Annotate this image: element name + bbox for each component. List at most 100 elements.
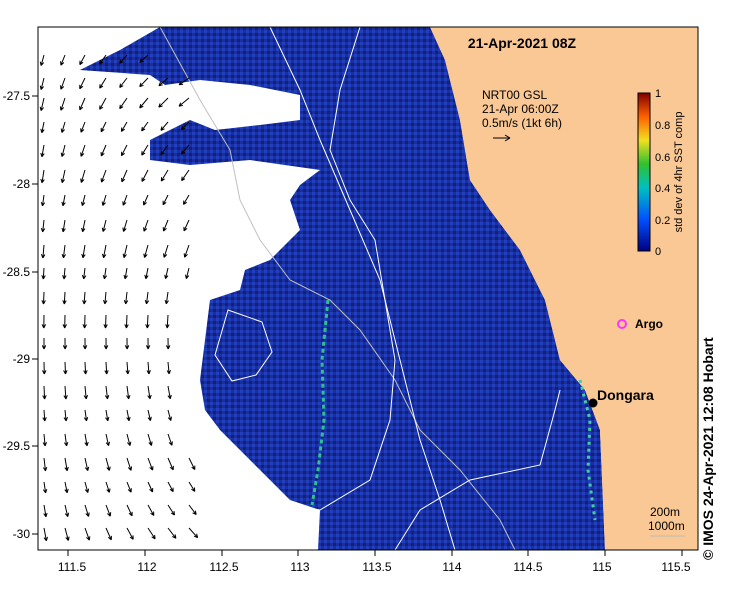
current-vector-arrow (139, 77, 149, 88)
current-vector-arrow (62, 267, 67, 280)
current-vector-arrow (102, 267, 108, 280)
current-vector-arrow (43, 527, 48, 542)
current-vector-arrow (41, 267, 46, 280)
current-vector-arrow (84, 527, 91, 541)
contour-south (394, 389, 561, 550)
plot-frame (37, 26, 699, 551)
current-vector-arrow (42, 385, 47, 400)
colorbar-tick: 0.4 (655, 183, 670, 195)
current-vector-arrow (63, 409, 68, 422)
current-vector-arrow (126, 385, 131, 400)
current-vector-arrow (41, 338, 47, 350)
current-vector-arrow (126, 433, 132, 446)
eddy-contour (214, 309, 273, 382)
current-vector-arrow (62, 314, 67, 329)
x-tick-label: 111.5 (58, 560, 87, 574)
y-tick-label: -28 (13, 177, 31, 191)
current-vector-arrow (122, 194, 128, 206)
current-vector-arrow (105, 457, 111, 471)
current-vector-arrow (167, 527, 177, 539)
current-vector-arrow (158, 77, 169, 87)
current-vector-arrow (81, 194, 86, 207)
current-vector-arrow (64, 504, 70, 518)
sst-front-streak (310, 299, 330, 506)
current-vector-arrow (60, 169, 66, 184)
current-vector-arrow (144, 291, 150, 305)
current-vector-arrow (178, 77, 190, 86)
current-vector-arrow (141, 169, 149, 182)
current-vector-arrow (40, 219, 46, 233)
current-vector-arrow (147, 481, 154, 493)
current-vector-arrow (105, 527, 112, 541)
dongara-marker[interactable] (588, 398, 598, 408)
current-vector-arrow (121, 144, 128, 157)
colorbar-tick: 0.8 (655, 120, 670, 132)
current-vector-arrow (82, 337, 88, 350)
current-vector-arrow (119, 97, 128, 110)
contour-label-200m: 200m (650, 505, 680, 519)
x-tick-label: 114.5 (513, 560, 542, 574)
current-vector-arrow (188, 457, 196, 470)
current-vector-arrow (147, 385, 152, 400)
current-vector-arrow (124, 314, 129, 329)
current-vector-arrow (61, 194, 66, 207)
y-tick-label: -30 (13, 527, 31, 541)
current-vector-arrow (43, 504, 48, 518)
current-vector-arrow (101, 194, 107, 206)
current-vector-arrow (103, 291, 108, 305)
contour-deep (259, 27, 396, 511)
current-vector-arrow (119, 77, 128, 88)
current-vector-arrow (188, 527, 199, 539)
current-vector-arrow (167, 409, 172, 421)
colorbar-tick: 0 (655, 246, 661, 258)
current-vector-arrow (80, 169, 86, 183)
current-vector-arrow (141, 121, 149, 132)
dongara-label: Dongara (597, 387, 654, 403)
current-vector-arrow (144, 267, 149, 280)
current-vector-arrow (183, 219, 190, 232)
current-vector-arrow (183, 194, 190, 205)
current-vector-arrow (64, 457, 69, 472)
current-vector-arrow (143, 244, 149, 258)
current-vector-arrow (105, 433, 110, 447)
current-vector-arrow (79, 54, 86, 66)
current-vector-arrow (122, 244, 128, 259)
current-vector-arrow (188, 481, 196, 492)
current-vector-arrow (166, 361, 171, 375)
current-vector-arrow (60, 54, 66, 66)
current-vector-arrow (124, 337, 130, 350)
current-vector-arrow (100, 169, 107, 183)
x-tick-label: 113.5 (362, 560, 391, 574)
current-vector-arrow (163, 244, 169, 258)
current-vector-arrow (123, 291, 129, 305)
x-tick-label: 115.5 (661, 560, 690, 574)
current-vector-arrow (81, 219, 86, 233)
current-vector-arrow (164, 291, 169, 305)
current-vector-arrow (62, 291, 67, 305)
y-tick-label: -29.5 (3, 439, 31, 453)
x-tick-label: 114 (442, 560, 461, 574)
legend-source: NRT00 GSL (482, 88, 547, 102)
legend-time: 21-Apr 06:00Z (482, 102, 559, 116)
current-vector-arrow (42, 361, 47, 375)
current-vector-arrow (105, 504, 112, 517)
sst-data-region (80, 27, 605, 550)
contour-label-1000m: 1000m (648, 519, 685, 533)
current-vector-arrow (145, 337, 151, 350)
legend-scale-arrow (493, 134, 511, 142)
current-vector-arrow (81, 267, 87, 280)
current-vector-arrow (84, 481, 90, 493)
current-vector-arrow (183, 244, 190, 258)
current-vector-arrow (60, 144, 66, 157)
credit-text: © IMOS 24-Apr-2021 12:08 Hobart (700, 337, 716, 560)
current-vector-arrow (61, 219, 66, 233)
argo-marker[interactable] (617, 319, 627, 329)
colorbar-tick: 1 (655, 88, 661, 100)
current-vector-arrow (160, 121, 169, 131)
current-vector-arrow (167, 385, 172, 400)
current-vector-arrow (146, 361, 151, 375)
current-vector-arrow (180, 121, 190, 131)
current-vector-arrow (119, 54, 128, 64)
current-vector-arrow (167, 504, 175, 516)
